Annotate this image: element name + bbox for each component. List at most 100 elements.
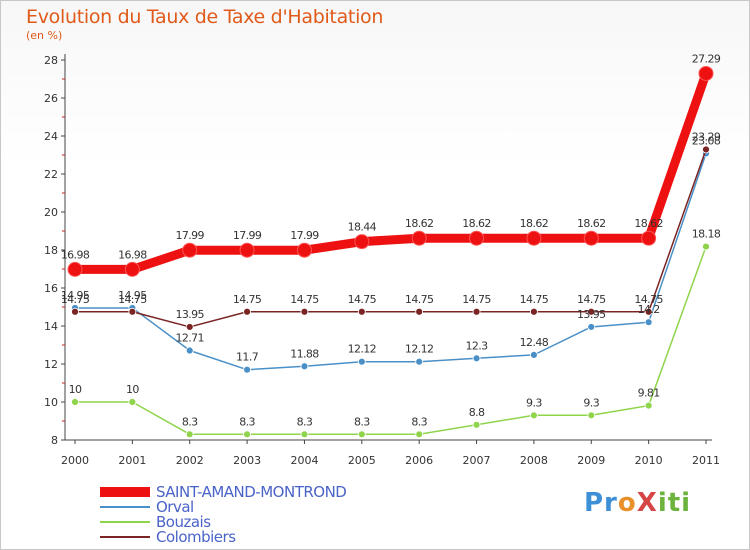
data-point xyxy=(415,307,424,316)
data-label: 17.99 xyxy=(175,229,204,242)
data-point xyxy=(530,307,538,316)
x-tick-label: 2002 xyxy=(176,454,204,467)
x-tick-label: 2001 xyxy=(118,454,146,467)
data-label: 14.75 xyxy=(462,293,491,306)
x-tick-label: 2006 xyxy=(405,454,433,467)
data-point xyxy=(71,398,79,406)
data-label: 27.29 xyxy=(692,52,721,65)
data-point xyxy=(243,307,251,316)
data-label: 14.75 xyxy=(405,293,434,306)
data-point xyxy=(357,357,366,366)
data-label: 8.3 xyxy=(182,415,198,428)
data-label: 18.62 xyxy=(634,217,663,230)
y-tick-label: 14 xyxy=(44,320,58,333)
data-point xyxy=(469,230,485,246)
chart-subtitle: (en %) xyxy=(26,29,63,42)
data-label: 18.62 xyxy=(520,217,549,230)
series-line-2 xyxy=(75,246,707,436)
data-label: 9.3 xyxy=(583,396,599,409)
data-label: 10 xyxy=(69,383,82,396)
data-label: 8.3 xyxy=(239,415,255,428)
data-label: 14.75 xyxy=(233,293,262,306)
legend-swatch xyxy=(100,487,150,497)
data-point xyxy=(354,234,370,250)
data-point xyxy=(472,354,481,363)
data-label: 14.75 xyxy=(61,293,90,306)
data-point xyxy=(300,430,309,439)
data-label: 12.12 xyxy=(405,343,434,356)
data-point xyxy=(243,365,251,374)
data-label: 14.75 xyxy=(634,293,663,306)
data-label: 14.75 xyxy=(348,293,377,306)
legend-label: Bouzais xyxy=(156,513,211,531)
legend-label: Orval xyxy=(156,498,194,516)
x-tick-label: 2003 xyxy=(233,454,261,467)
data-label: 23.08 xyxy=(692,134,721,147)
data-label: 14.75 xyxy=(118,293,147,306)
data-point xyxy=(357,430,366,439)
data-point xyxy=(243,430,251,439)
data-point xyxy=(530,411,538,420)
data-point xyxy=(583,230,599,246)
data-label: 8.3 xyxy=(411,415,427,428)
data-point xyxy=(300,362,309,371)
legend-label: Colombiers xyxy=(156,528,236,546)
data-label: 10 xyxy=(126,383,139,396)
data-point xyxy=(644,318,653,327)
data-point xyxy=(472,307,481,316)
y-tick-label: 20 xyxy=(44,206,58,219)
data-label: 13.95 xyxy=(175,308,204,321)
x-tick-label: 2004 xyxy=(290,454,318,467)
data-label: 16.98 xyxy=(118,248,147,261)
data-label: 14.75 xyxy=(290,293,319,306)
data-point xyxy=(296,242,312,258)
data-label: 14.95 xyxy=(118,289,147,302)
data-point xyxy=(698,65,714,81)
data-label: 17.99 xyxy=(290,229,319,242)
data-point xyxy=(587,323,596,331)
x-tick-label: 2005 xyxy=(348,454,376,467)
data-label: 12.12 xyxy=(348,343,377,356)
data-label: 13.95 xyxy=(577,308,606,321)
data-label: 18.18 xyxy=(692,228,721,241)
proxiti-logo: ProXiti xyxy=(584,488,692,518)
data-label: 17.99 xyxy=(233,229,262,242)
data-label: 18.44 xyxy=(348,221,377,234)
data-label: 9.81 xyxy=(638,387,660,400)
x-tick-label: 2011 xyxy=(692,454,720,467)
data-label: 8.8 xyxy=(469,406,485,419)
data-label: 14.75 xyxy=(520,293,549,306)
data-point xyxy=(411,230,427,246)
y-tick-label: 10 xyxy=(44,396,58,409)
x-tick-label: 2010 xyxy=(635,454,663,467)
data-point xyxy=(300,307,309,316)
data-label: 14.75 xyxy=(577,293,606,306)
data-point xyxy=(128,307,137,316)
y-tick-label: 22 xyxy=(44,168,58,181)
data-point xyxy=(124,261,140,277)
series-line-3 xyxy=(75,149,707,328)
series-line-1 xyxy=(75,153,707,371)
legend-label: SAINT-AMAND-MONTROND xyxy=(156,483,347,501)
data-label: 16.98 xyxy=(61,248,90,261)
data-label: 14.2 xyxy=(638,303,660,316)
data-point xyxy=(357,307,366,316)
data-point xyxy=(644,401,653,410)
y-tick-label: 24 xyxy=(44,130,58,143)
data-label: 9.3 xyxy=(526,396,542,409)
data-label: 8.3 xyxy=(354,415,370,428)
data-point xyxy=(415,357,424,366)
data-point xyxy=(185,323,194,331)
data-label: 11.7 xyxy=(236,351,259,364)
data-point xyxy=(587,307,596,316)
y-tick-label: 12 xyxy=(44,358,58,371)
data-point xyxy=(185,430,194,439)
data-point xyxy=(641,230,657,246)
x-tick-label: 2000 xyxy=(61,454,89,467)
data-point xyxy=(239,242,255,258)
data-label: 18.62 xyxy=(577,217,606,230)
legend-swatch xyxy=(100,536,150,538)
data-point xyxy=(702,242,710,251)
data-point xyxy=(702,145,710,154)
